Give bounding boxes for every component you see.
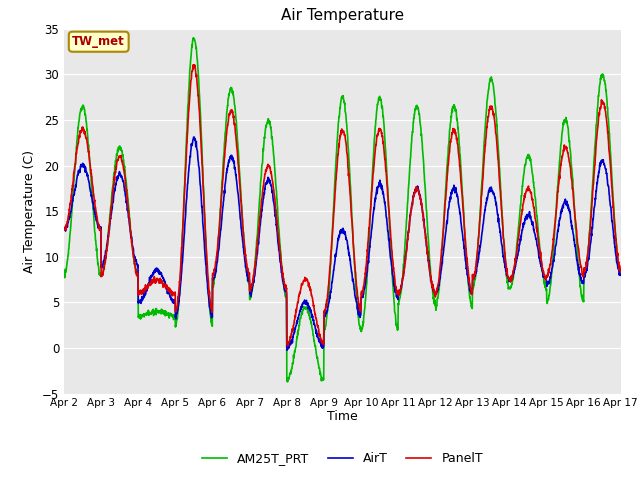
AirT [284, 348, 291, 353]
Text: TW_met: TW_met [72, 35, 125, 48]
PanelT [568, 180, 576, 185]
Title: Air Temperature: Air Temperature [281, 9, 404, 24]
AM25T_PRT [284, 379, 291, 385]
AirT [371, 198, 379, 204]
PanelT [359, 289, 367, 295]
AirT [584, 262, 591, 268]
Line: AM25T_PRT: AM25T_PRT [64, 38, 621, 382]
AM25T_PRT [568, 170, 576, 176]
AM25T_PRT [584, 254, 591, 260]
PanelT [584, 252, 591, 258]
PanelT [216, 224, 223, 230]
AirT [505, 275, 513, 281]
AirT [359, 294, 367, 300]
PanelT [190, 62, 198, 68]
AM25T_PRT [359, 323, 367, 329]
Line: PanelT: PanelT [64, 65, 621, 346]
AM25T_PRT [617, 272, 625, 278]
PanelT [617, 269, 625, 275]
AM25T_PRT [190, 35, 198, 41]
PanelT [371, 150, 379, 156]
AM25T_PRT [60, 273, 68, 278]
Y-axis label: Air Temperature (C): Air Temperature (C) [23, 150, 36, 273]
AirT [60, 225, 68, 231]
PanelT [60, 224, 68, 230]
AirT [190, 134, 198, 140]
AirT [568, 226, 576, 232]
AM25T_PRT [505, 285, 513, 290]
Legend: AM25T_PRT, AirT, PanelT: AM25T_PRT, AirT, PanelT [196, 447, 488, 470]
X-axis label: Time: Time [327, 410, 358, 423]
PanelT [505, 275, 513, 280]
AM25T_PRT [371, 128, 379, 133]
AM25T_PRT [216, 223, 223, 228]
PanelT [284, 343, 292, 348]
Line: AirT: AirT [64, 137, 621, 350]
AirT [617, 271, 625, 276]
AirT [216, 239, 223, 244]
